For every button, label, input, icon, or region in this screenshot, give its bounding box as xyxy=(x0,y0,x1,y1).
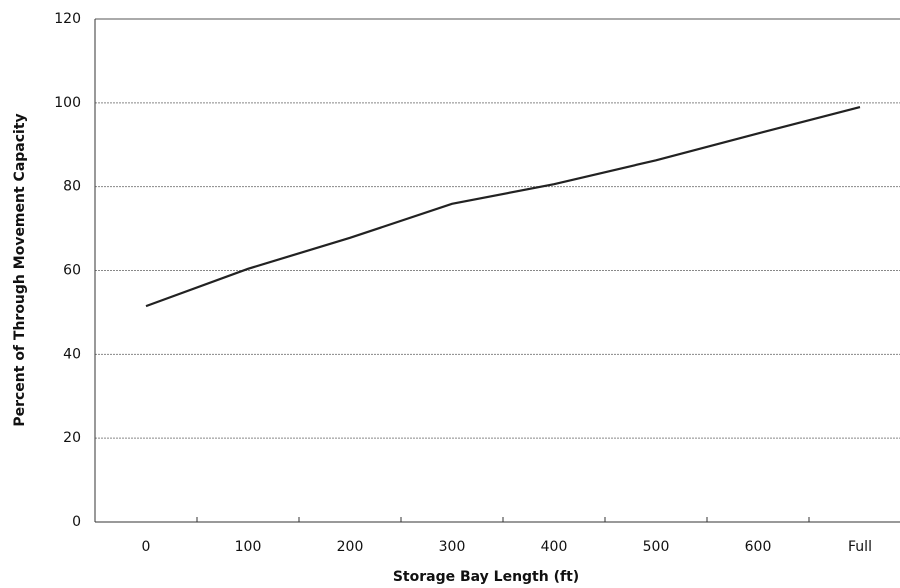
y-tick-label: 100 xyxy=(54,95,81,111)
y-tick-label: 0 xyxy=(72,514,81,530)
x-tick-label: 0 xyxy=(142,539,151,555)
y-tick-label: 60 xyxy=(63,263,81,279)
y-tick-label: 120 xyxy=(54,11,81,27)
x-axis-title: Storage Bay Length (ft) xyxy=(393,569,579,585)
x-tick-label: Full xyxy=(848,539,872,555)
line xyxy=(145,105,861,308)
y-axis-title: Percent of Through Movement Capacity xyxy=(12,113,28,426)
x-tick-label: 100 xyxy=(235,539,262,555)
x-tick-label: 500 xyxy=(643,539,670,555)
x-tick-label: 600 xyxy=(745,539,772,555)
y-tick-label: 80 xyxy=(63,179,81,195)
y-tick-label: 20 xyxy=(63,430,81,446)
x-tick-label: 200 xyxy=(337,539,364,555)
x-tick-label: 400 xyxy=(541,539,568,555)
x-tick-label: 300 xyxy=(439,539,466,555)
y-tick-label: 40 xyxy=(63,346,81,362)
